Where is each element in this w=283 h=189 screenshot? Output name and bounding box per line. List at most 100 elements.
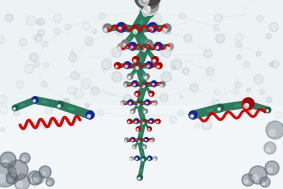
Circle shape — [131, 109, 135, 113]
Circle shape — [133, 29, 137, 34]
Circle shape — [128, 100, 133, 105]
Circle shape — [85, 104, 89, 107]
Circle shape — [133, 147, 134, 148]
Circle shape — [262, 182, 265, 185]
Circle shape — [33, 61, 40, 67]
Circle shape — [122, 103, 123, 105]
Circle shape — [148, 156, 152, 160]
Circle shape — [145, 100, 150, 104]
Circle shape — [6, 172, 18, 184]
Circle shape — [151, 138, 154, 141]
Circle shape — [91, 87, 99, 95]
Circle shape — [87, 115, 90, 118]
Circle shape — [133, 145, 136, 149]
Circle shape — [266, 97, 272, 103]
Circle shape — [151, 26, 159, 34]
Circle shape — [82, 22, 90, 30]
Circle shape — [12, 105, 18, 110]
Circle shape — [0, 174, 6, 183]
Circle shape — [190, 111, 197, 118]
Circle shape — [142, 159, 143, 161]
Circle shape — [143, 145, 146, 148]
Circle shape — [145, 138, 148, 141]
Circle shape — [135, 119, 138, 123]
Circle shape — [71, 50, 74, 53]
Circle shape — [133, 84, 135, 86]
Circle shape — [0, 152, 16, 168]
Circle shape — [218, 105, 223, 110]
Circle shape — [121, 101, 125, 105]
Circle shape — [115, 66, 118, 68]
Circle shape — [124, 95, 132, 103]
Circle shape — [265, 108, 271, 112]
Circle shape — [147, 127, 151, 131]
Circle shape — [161, 72, 171, 82]
Circle shape — [144, 138, 148, 142]
Circle shape — [41, 172, 45, 176]
Circle shape — [125, 138, 128, 141]
Circle shape — [153, 14, 162, 23]
Circle shape — [137, 129, 138, 130]
Circle shape — [13, 105, 18, 110]
Circle shape — [161, 47, 171, 57]
Circle shape — [166, 43, 173, 50]
Circle shape — [102, 60, 112, 70]
Circle shape — [20, 153, 30, 163]
Circle shape — [32, 172, 44, 184]
Circle shape — [58, 105, 60, 107]
Circle shape — [141, 44, 150, 53]
Circle shape — [57, 101, 63, 108]
Circle shape — [260, 177, 270, 187]
Circle shape — [99, 13, 105, 19]
Circle shape — [272, 61, 279, 68]
Circle shape — [269, 62, 273, 66]
Circle shape — [215, 90, 220, 95]
Circle shape — [103, 69, 107, 72]
Circle shape — [64, 98, 70, 104]
Circle shape — [149, 23, 157, 31]
Circle shape — [135, 30, 137, 32]
Circle shape — [45, 107, 52, 114]
Circle shape — [145, 139, 147, 141]
Circle shape — [157, 63, 162, 68]
Circle shape — [132, 111, 133, 112]
Circle shape — [156, 119, 160, 123]
Circle shape — [146, 102, 148, 104]
Circle shape — [249, 166, 267, 184]
Circle shape — [33, 97, 38, 102]
Circle shape — [122, 103, 123, 104]
Circle shape — [143, 109, 147, 113]
Circle shape — [254, 105, 261, 114]
Circle shape — [39, 166, 51, 178]
Circle shape — [68, 86, 76, 94]
Circle shape — [129, 43, 136, 50]
Circle shape — [139, 9, 145, 15]
Circle shape — [146, 62, 153, 68]
Circle shape — [121, 101, 125, 105]
Circle shape — [129, 77, 130, 78]
Circle shape — [134, 63, 142, 71]
Circle shape — [131, 138, 135, 141]
Circle shape — [171, 66, 176, 70]
Circle shape — [153, 101, 157, 105]
Circle shape — [125, 84, 127, 86]
Circle shape — [130, 157, 133, 160]
Circle shape — [124, 62, 130, 68]
Circle shape — [244, 104, 248, 108]
Circle shape — [253, 175, 258, 180]
Circle shape — [156, 46, 158, 49]
Circle shape — [156, 119, 160, 124]
Circle shape — [150, 121, 151, 123]
Circle shape — [153, 57, 158, 62]
Circle shape — [28, 171, 42, 185]
Circle shape — [48, 182, 50, 184]
Circle shape — [112, 72, 122, 82]
Circle shape — [134, 0, 160, 9]
Circle shape — [128, 76, 130, 78]
Circle shape — [104, 28, 108, 31]
Circle shape — [1, 127, 5, 131]
Circle shape — [153, 60, 155, 62]
Circle shape — [137, 67, 138, 68]
Circle shape — [138, 104, 139, 105]
Circle shape — [117, 23, 126, 32]
